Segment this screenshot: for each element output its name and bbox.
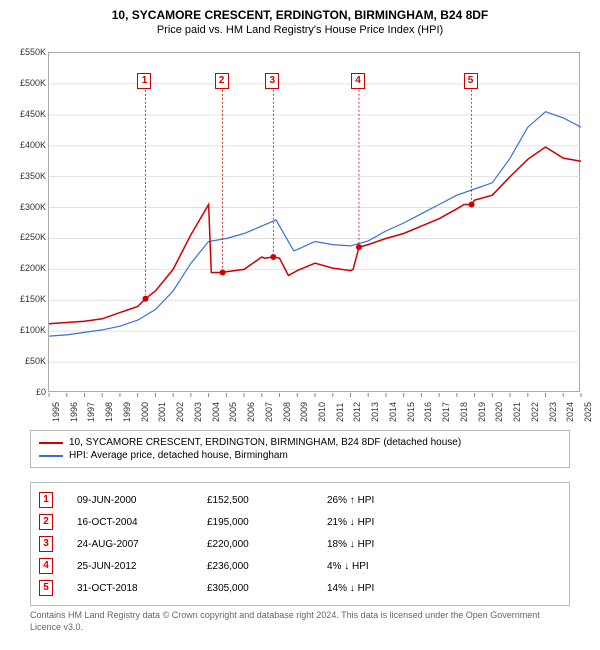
- legend-item-price: 10, SYCAMORE CRESCENT, ERDINGTON, BIRMIN…: [39, 436, 561, 449]
- page-root: 10, SYCAMORE CRESCENT, ERDINGTON, BIRMIN…: [0, 0, 600, 650]
- transaction-marker: 1: [39, 492, 53, 508]
- xtick-label: 2006: [246, 402, 256, 422]
- chart-marker: 4: [351, 73, 365, 89]
- transaction-pct: 26% ↑ HPI: [327, 495, 467, 506]
- xtick-label: 1999: [122, 402, 132, 422]
- transaction-row: 3 24-AUG-2007£220,00018% ↓ HPI: [39, 533, 561, 555]
- xtick-label: 2014: [388, 402, 398, 422]
- xtick-label: 2007: [264, 402, 274, 422]
- transaction-date: 16-OCT-2004: [77, 517, 207, 528]
- chart-marker: 2: [215, 73, 229, 89]
- xtick-label: 1996: [69, 402, 79, 422]
- chart-marker: 5: [464, 73, 478, 89]
- transaction-price: £152,500: [207, 495, 327, 506]
- xtick-label: 2008: [282, 402, 292, 422]
- xtick-label: 2023: [548, 402, 558, 422]
- xtick-label: 1998: [104, 402, 114, 422]
- ytick-label: £100K: [6, 325, 46, 335]
- xtick-label: 2017: [441, 402, 451, 422]
- transaction-row: 2 16-OCT-2004£195,00021% ↓ HPI: [39, 511, 561, 533]
- transaction-pct: 14% ↓ HPI: [327, 583, 467, 594]
- ytick-label: £50K: [6, 356, 46, 366]
- ytick-label: £250K: [6, 232, 46, 242]
- transaction-marker: 2: [39, 514, 53, 530]
- legend-label-price: 10, SYCAMORE CRESCENT, ERDINGTON, BIRMIN…: [69, 437, 461, 448]
- transaction-date: 31-OCT-2018: [77, 583, 207, 594]
- transaction-date: 09-JUN-2000: [77, 495, 207, 506]
- xtick-label: 2025: [583, 402, 593, 422]
- xtick-label: 2022: [530, 402, 540, 422]
- chart-marker: 3: [265, 73, 279, 89]
- transaction-date: 25-JUN-2012: [77, 561, 207, 572]
- xtick-label: 2009: [299, 402, 309, 422]
- transaction-price: £195,000: [207, 517, 327, 528]
- ytick-label: £300K: [6, 202, 46, 212]
- legend-swatch-price: [39, 442, 63, 444]
- xtick-label: 2021: [512, 402, 522, 422]
- ytick-label: £350K: [6, 171, 46, 181]
- transaction-pct: 18% ↓ HPI: [327, 539, 467, 550]
- transaction-pct: 21% ↓ HPI: [327, 517, 467, 528]
- transaction-marker: 3: [39, 536, 53, 552]
- transaction-row: 4 25-JUN-2012£236,0004% ↓ HPI: [39, 555, 561, 577]
- xtick-label: 2013: [370, 402, 380, 422]
- ytick-label: £550K: [6, 47, 46, 57]
- xtick-label: 2003: [193, 402, 203, 422]
- xtick-label: 2019: [477, 402, 487, 422]
- xtick-label: 2000: [140, 402, 150, 422]
- transaction-row: 5 31-OCT-2018£305,00014% ↓ HPI: [39, 577, 561, 599]
- ytick-label: £500K: [6, 78, 46, 88]
- xtick-label: 2001: [157, 402, 167, 422]
- ytick-label: £450K: [6, 109, 46, 119]
- xtick-label: 2015: [406, 402, 416, 422]
- page-title: 10, SYCAMORE CRESCENT, ERDINGTON, BIRMIN…: [0, 0, 600, 22]
- transaction-marker: 4: [39, 558, 53, 574]
- page-subtitle: Price paid vs. HM Land Registry's House …: [0, 22, 600, 42]
- xtick-label: 2020: [494, 402, 504, 422]
- transaction-price: £305,000: [207, 583, 327, 594]
- chart-area: [48, 52, 580, 392]
- ytick-label: £400K: [6, 140, 46, 150]
- transactions-table: 1 09-JUN-2000£152,50026% ↑ HPI 2 16-OCT-200…: [30, 482, 570, 606]
- xtick-label: 2012: [352, 402, 362, 422]
- ytick-label: £200K: [6, 263, 46, 273]
- xtick-label: 2002: [175, 402, 185, 422]
- xtick-label: 2016: [423, 402, 433, 422]
- transaction-date: 24-AUG-2007: [77, 539, 207, 550]
- transaction-marker: 5: [39, 580, 53, 596]
- legend-label-hpi: HPI: Average price, detached house, Birm…: [69, 450, 288, 461]
- ytick-label: £0: [6, 387, 46, 397]
- transaction-pct: 4% ↓ HPI: [327, 561, 467, 572]
- legend-item-hpi: HPI: Average price, detached house, Birm…: [39, 449, 561, 462]
- xtick-label: 2018: [459, 402, 469, 422]
- ytick-label: £150K: [6, 294, 46, 304]
- xtick-label: 2011: [335, 403, 345, 422]
- legend-box: 10, SYCAMORE CRESCENT, ERDINGTON, BIRMIN…: [30, 430, 570, 468]
- chart-marker: 1: [137, 73, 151, 89]
- xtick-label: 2005: [228, 402, 238, 422]
- xtick-label: 2004: [211, 402, 221, 422]
- transaction-row: 1 09-JUN-2000£152,50026% ↑ HPI: [39, 489, 561, 511]
- footer-text: Contains HM Land Registry data © Crown c…: [30, 610, 570, 633]
- xtick-label: 2024: [565, 402, 575, 422]
- transaction-price: £220,000: [207, 539, 327, 550]
- legend-swatch-hpi: [39, 455, 63, 457]
- xtick-label: 1997: [86, 402, 96, 422]
- transaction-price: £236,000: [207, 561, 327, 572]
- xtick-label: 2010: [317, 402, 327, 422]
- xtick-label: 1995: [51, 402, 61, 422]
